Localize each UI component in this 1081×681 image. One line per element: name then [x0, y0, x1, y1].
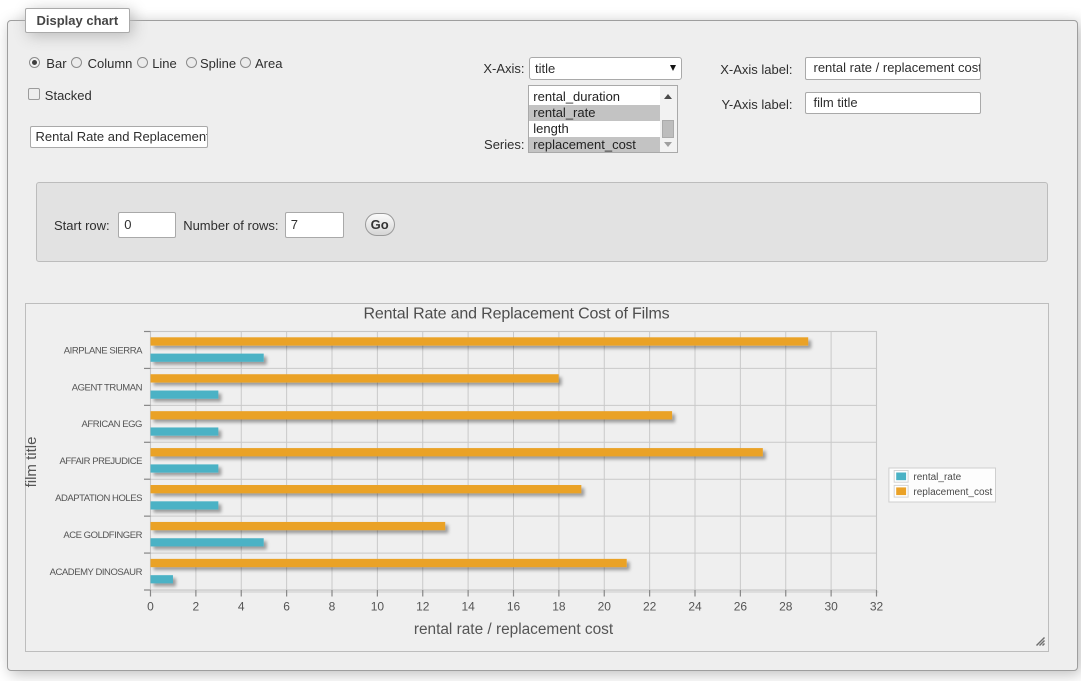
- svg-text:14: 14: [461, 600, 475, 614]
- svg-text:28: 28: [779, 600, 793, 614]
- svg-text:18: 18: [552, 600, 566, 614]
- svg-text:ACE GOLDFINGER: ACE GOLDFINGER: [63, 530, 142, 541]
- svg-text:24: 24: [688, 600, 702, 614]
- svg-text:2: 2: [192, 600, 199, 614]
- svg-text:film title: film title: [25, 437, 40, 488]
- svg-text:AFFAIR PREJUDICE: AFFAIR PREJUDICE: [59, 456, 142, 467]
- svg-text:4: 4: [237, 600, 244, 614]
- svg-text:Rental Rate and Replacement Co: Rental Rate and Replacement Cost of Film…: [363, 306, 669, 323]
- svg-text:16: 16: [506, 600, 520, 614]
- svg-text:ACADEMY DINOSAUR: ACADEMY DINOSAUR: [49, 567, 142, 578]
- svg-text:30: 30: [824, 600, 838, 614]
- svg-text:8: 8: [328, 600, 335, 614]
- svg-text:AIRPLANE SIERRA: AIRPLANE SIERRA: [63, 345, 142, 356]
- svg-text:12: 12: [416, 600, 430, 614]
- svg-text:AFRICAN EGG: AFRICAN EGG: [81, 419, 142, 430]
- svg-text:AGENT TRUMAN: AGENT TRUMAN: [71, 382, 142, 393]
- svg-text:replacement_cost: replacement_cost: [913, 487, 992, 498]
- svg-text:6: 6: [283, 600, 290, 614]
- svg-text:rental rate / replacement cost: rental rate / replacement cost: [413, 621, 613, 638]
- svg-text:0: 0: [147, 600, 154, 614]
- svg-text:22: 22: [642, 600, 656, 614]
- svg-text:10: 10: [370, 600, 384, 614]
- svg-text:ADAPTATION HOLES: ADAPTATION HOLES: [55, 493, 142, 504]
- svg-text:32: 32: [869, 600, 883, 614]
- svg-text:20: 20: [597, 600, 611, 614]
- svg-text:26: 26: [733, 600, 747, 614]
- svg-text:rental_rate: rental_rate: [913, 472, 961, 483]
